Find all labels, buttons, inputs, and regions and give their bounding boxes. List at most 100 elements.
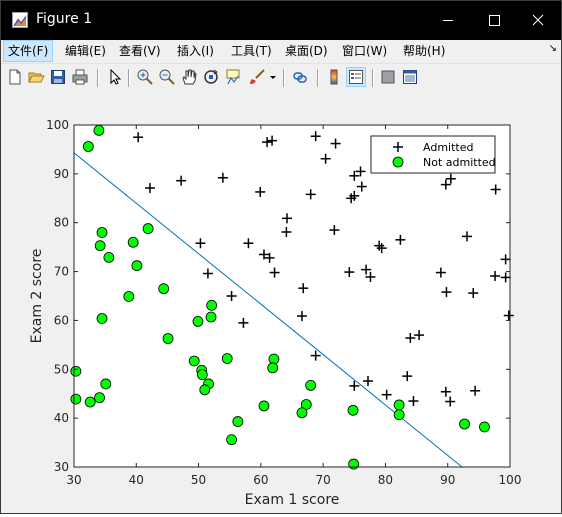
y-tick-label: 80 [54,216,69,230]
admitted-point [365,271,376,282]
x-tick-label: 30 [66,473,81,487]
axes-background [74,125,510,467]
admitted-point [282,213,293,224]
admitted-point [402,371,413,382]
admitted-point [329,225,340,236]
brush-icon[interactable] [248,68,266,86]
admitted-point [435,267,446,278]
menu-view[interactable]: 查看(V) [119,44,161,58]
admitted-point [195,238,206,249]
admitted-point [441,287,452,298]
menu-help[interactable]: 帮助(H) [403,44,446,58]
admitted-point [258,249,269,260]
print-icon[interactable] [71,68,89,86]
admitted-point [262,137,273,148]
not-admitted-point [94,392,105,404]
admitted-point [298,283,309,294]
insert-legend-button[interactable] [346,67,366,87]
admitted-point [408,396,419,407]
admitted-point [238,317,249,328]
menu-window[interactable]: 窗口(W) [342,44,388,58]
admitted-point [490,184,501,195]
admitted-point [269,267,280,278]
admitted-point [217,172,228,183]
not-admitted-point [96,313,108,324]
menu-bar: 文件(F) 编辑(E) 查看(V) 插入(I) 工具(T) 桌面(D) 窗口(W… [1,40,561,62]
edit-plot-icon[interactable] [106,68,124,86]
not-admitted-point [296,407,308,419]
not-admitted-point [94,240,106,252]
admitted-point [503,310,514,321]
not-admitted-point [196,369,208,381]
admitted-point [355,166,366,177]
maximize-icon [489,15,500,26]
toolbar-separator [283,69,285,87]
rotate-3d-icon[interactable] [202,68,220,86]
admitted-point [376,243,387,254]
hide-plot-tools-icon[interactable] [379,68,397,86]
legend[interactable]: Admitted Not admitted [370,135,496,174]
pan-icon[interactable] [180,68,198,86]
minimize-button[interactable] [425,1,471,40]
admitted-point [500,254,511,265]
y-tick-label: 40 [54,411,69,425]
brush-dropdown-icon[interactable] [268,68,278,86]
admitted-point [264,252,275,263]
menu-insert[interactable]: 插入(I) [177,44,214,58]
x-tick-label: 90 [440,473,455,487]
new-figure-icon[interactable] [6,68,24,86]
scatter-plot[interactable]: 30 40 50 60 70 80 90 100 30 40 50 60 70 80 90 100 Exam … [1,92,561,513]
not-admitted-point [70,393,82,405]
figure-canvas-area: 30 40 50 60 70 80 90 100 30 40 50 60 70 80 90 100 Exam … [1,92,561,513]
admitted-point [462,231,473,242]
admitted-point [395,234,406,245]
menu-edit[interactable]: 编辑(E) [65,44,106,58]
close-icon [532,14,544,26]
maximize-button[interactable] [471,1,517,40]
show-plot-tools-icon[interactable] [401,68,419,86]
open-file-icon[interactable] [27,68,45,86]
link-plot-icon[interactable] [291,68,309,86]
y-tick-label: 50 [54,362,69,376]
menu-tools[interactable]: 工具(T) [231,44,272,58]
legend-admitted-marker [393,142,403,152]
admitted-point [414,330,425,341]
x-tick-label: 100 [499,473,522,487]
matlab-figure-icon [12,12,28,28]
not-admitted-point [192,316,204,327]
admitted-point [176,175,187,186]
admitted-point [381,389,392,400]
zoom-out-icon[interactable] [158,68,176,86]
legend-not-admitted-label: Not admitted [423,156,496,169]
insert-colorbar-icon[interactable] [325,68,343,86]
menu-file[interactable]: 文件(F) [3,40,54,62]
not-admitted-point [70,365,82,377]
close-button[interactable] [515,1,561,40]
save-icon[interactable] [49,68,67,86]
admitted-point [320,153,331,164]
y-tick-label: 90 [54,167,69,181]
not-admitted-point [199,384,211,396]
admitted-point [202,268,213,279]
not-admitted-point [93,124,105,136]
menu-desktop[interactable]: 桌面(D) [285,44,328,58]
not-admitted-point [221,353,233,364]
toolbar-separator [128,69,130,87]
not-admitted-point [393,399,405,411]
x-tick-label: 70 [316,473,331,487]
admitted-point [362,376,373,387]
x-tick-label: 80 [378,473,393,487]
admitted-point [356,181,367,192]
admitted-point [310,350,321,361]
admitted-point [305,189,316,200]
zoom-in-icon[interactable] [136,68,154,86]
not-admitted-point [158,283,170,295]
not-admitted-point [258,400,270,412]
x-axis-label: Exam 1 score [245,492,340,508]
not-admitted-point [205,311,217,323]
not-admitted-point [232,416,244,427]
not-admitted-point [268,353,280,365]
title-bar[interactable]: Figure 1 [1,1,561,40]
data-cursor-icon[interactable] [224,68,242,86]
menu-overflow-icon[interactable]: ↘ [548,43,557,54]
